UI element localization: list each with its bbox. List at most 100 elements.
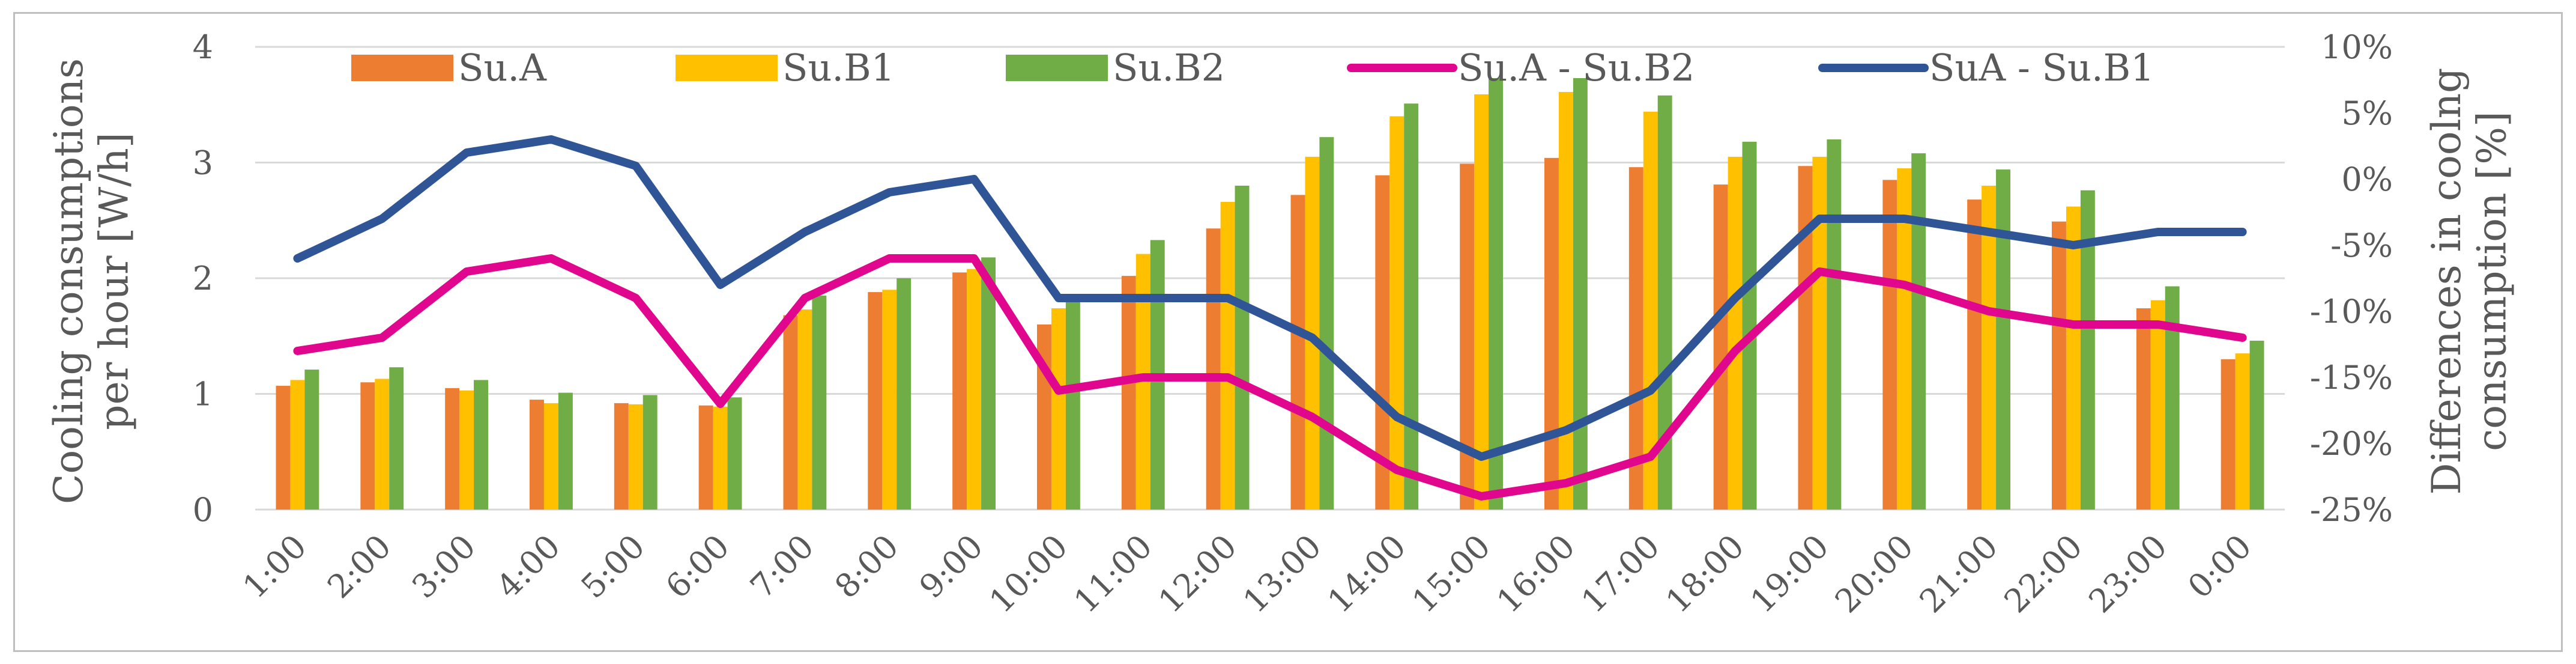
- bar-su-b2: [1742, 141, 1757, 510]
- legend-label: Su.B1: [782, 46, 895, 90]
- y-tick-label: 3: [193, 144, 213, 182]
- y2-axis-title: Differences in coolngconsumption [%]: [2423, 68, 2515, 495]
- bar-su-b1: [1558, 92, 1573, 510]
- bar-su-a: [1798, 166, 1813, 510]
- bar-su-b1: [1728, 156, 1743, 510]
- bar-su-a: [2221, 359, 2236, 510]
- x-tick-label: 5:00: [574, 528, 652, 606]
- bar-su-b2: [727, 397, 742, 510]
- bar-su-a: [952, 272, 967, 510]
- bar-su-a: [698, 405, 713, 510]
- bar-su-b1: [1643, 111, 1658, 510]
- x-tick-label: 20:00: [1828, 528, 1921, 621]
- y-tick-label: 1: [193, 376, 213, 413]
- y-tick-label: 4: [193, 28, 213, 66]
- bar-su-b2: [1911, 153, 1926, 510]
- bar-su-b2: [642, 395, 658, 510]
- x-tick-label: 15:00: [1405, 528, 1498, 621]
- bar-su-a: [1206, 228, 1221, 510]
- line-series-1: [293, 254, 2247, 501]
- bar-su-a: [1882, 180, 1897, 510]
- y2-tick-label: 0%: [2341, 160, 2393, 198]
- bar-su-a: [783, 315, 798, 510]
- bar-su-a: [1544, 157, 1559, 510]
- legend-label: SuA - Su.B1: [1929, 46, 2154, 90]
- x-tick-label: 2:00: [320, 528, 398, 606]
- x-tick-label: 10:00: [982, 528, 1075, 621]
- bar-su-b2: [389, 367, 404, 510]
- bar-su-a: [2052, 221, 2066, 510]
- bar-su-b2: [474, 380, 488, 510]
- bar-su-a: [1967, 200, 1982, 510]
- x-tick-label: 8:00: [827, 528, 906, 606]
- bar-su-b1: [713, 406, 728, 510]
- bar-su-b2: [2080, 190, 2095, 510]
- y2-tick-label: 10%: [2321, 28, 2393, 66]
- bar-su-a: [1713, 184, 1728, 510]
- bar-su-a: [530, 400, 544, 510]
- y2-tick-label: -5%: [2330, 227, 2393, 264]
- bar-su-b2: [1996, 169, 2010, 510]
- bar-su-b1: [1474, 94, 1489, 510]
- y2-tick-label: -20%: [2310, 425, 2393, 463]
- bar-su-b2: [1657, 95, 1672, 510]
- bar-su-b1: [1389, 116, 1404, 510]
- bar-su-b1: [797, 309, 812, 510]
- bar-su-b1: [2066, 206, 2081, 510]
- x-tick-label: 4:00: [489, 528, 567, 606]
- x-tick-label: 11:00: [1066, 528, 1160, 621]
- bar-su-b1: [1135, 254, 1150, 510]
- x-tick-label: 21:00: [1912, 528, 2006, 621]
- bar-su-b1: [2150, 300, 2165, 510]
- legend-label: Su.A - Su.B2: [1458, 46, 1695, 90]
- x-tick-label: 7:00: [743, 528, 821, 606]
- y-axis-right: -25% -20% -15% -10% -5% 0% 5% 10%: [2310, 28, 2393, 529]
- bar-su-a: [2136, 308, 2151, 510]
- y-tick-label: 0: [193, 491, 213, 529]
- axis-title-line: consumption [%]: [2469, 111, 2515, 451]
- bar-su-b2: [1065, 300, 1080, 510]
- bar-su-b1: [543, 403, 558, 510]
- bar-su-a: [868, 292, 883, 510]
- legend: Su.A Su.B1 Su.B2 Su.A - Su.B2 SuA - Su.B1: [351, 46, 2154, 90]
- x-tick-label: 18:00: [1658, 528, 1752, 621]
- bar-su-b2: [1235, 186, 1250, 510]
- y-axis-title: Cooling consumptionsper hour [W/h]: [46, 58, 138, 504]
- chart-svg: 0 1 2 3 4 -25% -20% -15% -10% -5% 0% 5% 10% 1:00 2:0…: [46, 28, 2515, 621]
- x-tick-label: 12:00: [1151, 528, 1244, 621]
- legend-label: Su.A: [458, 46, 547, 90]
- bar-su-b1: [1897, 168, 1912, 510]
- bar-su-b1: [1982, 186, 1997, 510]
- y2-tick-label: 5%: [2341, 94, 2393, 132]
- x-tick-label: 1:00: [235, 528, 313, 606]
- bar-su-b2: [981, 257, 996, 510]
- x-tick-label: 14:00: [1320, 528, 1413, 621]
- y-tick-label: 2: [193, 260, 213, 297]
- line-series-2: [293, 135, 2247, 461]
- bar-su-b2: [1827, 139, 1842, 510]
- bar-su-a: [1121, 276, 1136, 510]
- bar-su-b1: [1051, 308, 1066, 510]
- x-tick-label: 6:00: [658, 528, 736, 606]
- bar-su-a: [1037, 324, 1051, 510]
- legend-swatch: [351, 55, 453, 81]
- bar-su-a: [1375, 175, 1390, 510]
- bar-su-b1: [459, 390, 474, 510]
- legend-swatch: [1006, 55, 1108, 81]
- x-tick-label: 13:00: [1236, 528, 1329, 621]
- bar-su-b2: [1573, 78, 1588, 510]
- bar-su-b1: [967, 269, 982, 510]
- bar-su-a: [1290, 195, 1305, 510]
- bars-layer: [276, 78, 2264, 510]
- x-tick-label: 19:00: [1743, 528, 1836, 621]
- bar-su-b1: [1812, 156, 1827, 510]
- x-tick-label: 16:00: [1490, 528, 1583, 621]
- bar-su-b1: [882, 290, 897, 510]
- bar-su-b2: [2249, 340, 2264, 510]
- x-tick-label: 17:00: [1574, 528, 1667, 621]
- lines-layer: [293, 135, 2247, 501]
- y2-tick-label: -10%: [2310, 293, 2393, 330]
- legend-label: Su.B2: [1113, 46, 1225, 90]
- axis-title-line: per hour [W/h]: [91, 132, 138, 430]
- axis-titles: Cooling consumptionsper hour [W/h] Diffe…: [46, 58, 2515, 504]
